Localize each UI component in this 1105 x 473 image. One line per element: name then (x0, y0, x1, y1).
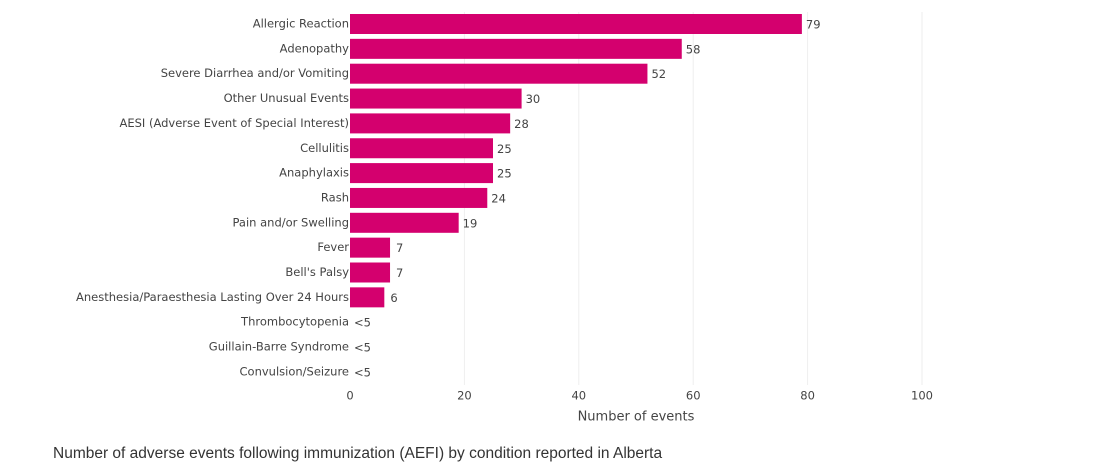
category-label: AESI (Adverse Event of Special Interest) (120, 116, 350, 130)
category-labels: Allergic Reaction Adenopathy Severe Diarrh… (76, 17, 349, 379)
category-label: Cellulitis (300, 141, 349, 155)
bar[interactable] (350, 63, 648, 84)
data-label: 79 (806, 18, 821, 32)
bar[interactable] (350, 163, 493, 184)
data-label: 30 (526, 92, 541, 106)
x-axis-ticks: 0 20 40 60 80 100 (346, 389, 933, 403)
category-label: Guillain-Barre Syndrome (209, 340, 349, 354)
category-label: Adenopathy (280, 41, 350, 55)
x-tick-label: 60 (686, 389, 701, 403)
data-label: 52 (651, 67, 666, 81)
bar[interactable] (350, 38, 682, 59)
x-tick-label: 20 (457, 389, 472, 403)
category-label: Fever (317, 240, 349, 254)
data-label: 7 (396, 266, 403, 280)
category-label: Other Unusual Events (224, 91, 349, 105)
bar[interactable] (350, 113, 511, 134)
bar[interactable] (350, 14, 802, 34)
bars (350, 14, 802, 308)
data-label: <5 (354, 365, 371, 379)
data-label: <5 (354, 316, 371, 330)
data-label: 19 (463, 216, 478, 230)
category-label: Convulsion/Seizure (240, 364, 349, 378)
bar[interactable] (350, 262, 391, 283)
category-label: Pain and/or Swelling (233, 215, 350, 229)
bar[interactable] (350, 138, 493, 159)
data-label: 24 (491, 191, 506, 205)
data-label: 28 (514, 117, 529, 131)
category-label: Anesthesia/Paraesthesia Lasting Over 24 … (76, 290, 349, 304)
category-label: Allergic Reaction (253, 17, 349, 31)
bar[interactable] (350, 237, 391, 258)
category-label: Rash (321, 190, 349, 204)
x-tick-label: 40 (571, 389, 586, 403)
x-axis-title: Number of events (578, 410, 695, 425)
chart-caption: Number of adverse events following immun… (53, 445, 663, 462)
bar[interactable] (350, 88, 522, 109)
data-label: <5 (354, 341, 371, 355)
data-label: 25 (497, 167, 512, 181)
category-label: Bell's Palsy (285, 265, 349, 279)
data-label: 25 (497, 142, 512, 156)
bar[interactable] (350, 212, 459, 233)
category-label: Thrombocytopenia (240, 315, 349, 329)
category-label: Severe Diarrhea and/or Vomiting (161, 66, 349, 80)
bar[interactable] (350, 287, 385, 308)
x-tick-label: 0 (346, 389, 353, 403)
bar[interactable] (350, 187, 488, 208)
category-label: Anaphylaxis (279, 166, 349, 180)
x-tick-label: 100 (911, 389, 933, 403)
x-tick-label: 80 (800, 389, 815, 403)
data-label: 58 (686, 42, 701, 56)
data-label: 7 (396, 241, 403, 255)
data-label: 6 (390, 291, 397, 305)
